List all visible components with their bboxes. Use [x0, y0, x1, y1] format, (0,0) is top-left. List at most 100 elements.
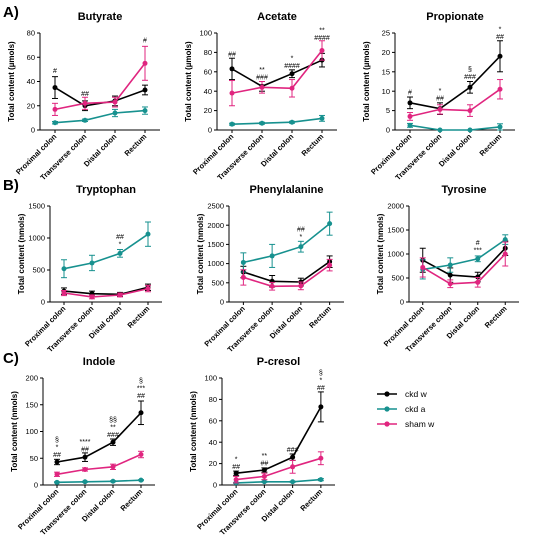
significance-mark-acetate-1-1: ### — [256, 75, 268, 82]
point-propionate-ckd-a-3 — [497, 124, 503, 130]
chart-tryptophan: Tryptophan Total content (nmols) 0 500 1000 1… — [17, 184, 162, 354]
point-acetate-ckd-w-0 — [229, 66, 235, 72]
point-tyrosine-ckd-a-2 — [475, 256, 481, 262]
point-p-cresol-sham-w-2 — [290, 464, 296, 470]
point-p-cresol-ckd-w-1 — [261, 467, 267, 473]
series-propionate-sham-w — [407, 79, 503, 121]
y-tick-label-indole-4: 200 — [25, 374, 38, 383]
point-indole-ckd-w-1 — [82, 454, 88, 460]
y-tick-label-p-cresol-2: 40 — [209, 438, 217, 447]
significance-mark-indole-0-0: § — [55, 437, 59, 444]
significance-mark-tryptophan-0-1: * — [119, 241, 122, 248]
chart-title-phenylalanine: Phenylalanine — [250, 184, 324, 196]
series-butyrate-ckd-w — [52, 76, 148, 112]
significance-mark-indole-2-0: §§ — [109, 417, 117, 424]
series-line-tryptophan-ckd-a — [63, 233, 149, 270]
chart-tyrosine: Tyrosine Total content (nmols) 0 500 1000 150… — [376, 184, 519, 354]
series-acetate-ckd-w — [229, 52, 325, 92]
y-tick-label-butyrate-4: 80 — [27, 29, 35, 38]
series-line-tyrosine-ckd-a — [422, 238, 506, 271]
series-line-acetate-ckd-a — [231, 117, 323, 125]
point-butyrate-ckd-a-0 — [52, 120, 58, 126]
chart-title-propionate: Propionate — [426, 11, 483, 23]
y-tick-label-tryptophan-3: 1500 — [28, 202, 45, 211]
series-indole-sham-w — [54, 450, 144, 477]
point-tyrosine-ckd-a-3 — [502, 237, 508, 243]
legend-label-sham-w: sham w — [405, 419, 435, 429]
significance-mark-indole-2-2: ### — [107, 432, 119, 439]
significance-p-cresol-2: ### — [287, 447, 299, 454]
significance-propionate-2: §### — [464, 66, 476, 81]
point-propionate-ckd-a-1 — [437, 127, 443, 133]
point-p-cresol-ckd-a-1 — [261, 479, 267, 485]
series-propionate-ckd-w — [407, 40, 503, 115]
series-indole-ckd-w — [54, 400, 144, 466]
y-tick-label-phenylalanine-5: 2500 — [207, 202, 224, 211]
series-tryptophan-ckd-a — [61, 221, 151, 279]
point-tryptophan-ckd-a-0 — [61, 266, 67, 272]
y-tick-label-propionate-0: 0 — [386, 126, 390, 135]
point-phenylalanine-ckd-a-2 — [298, 244, 304, 250]
series-line-p-cresol-ckd-w — [236, 406, 322, 474]
series-phenylalanine-ckd-a — [240, 211, 333, 273]
significance-indole-2: §§**### — [107, 417, 119, 439]
significance-mark-propionate-2-0: § — [468, 66, 472, 73]
panel-label-c: C) — [3, 350, 19, 367]
point-tyrosine-sham-w-2 — [475, 279, 481, 285]
significance-mark-tyrosine-0-1: *** — [474, 248, 482, 255]
y-tick-label-tryptophan-2: 1000 — [28, 234, 45, 243]
point-butyrate-sham-w-2 — [112, 99, 118, 105]
series-line-indole-sham-w — [56, 453, 142, 476]
point-p-cresol-ckd-w-2 — [290, 454, 296, 460]
series-line-butyrate-sham-w — [54, 62, 146, 111]
legend-item-ckd-a: ckd a — [377, 404, 426, 414]
significance-mark-p-cresol-2-0: ### — [287, 447, 299, 454]
series-line-acetate-sham-w — [231, 50, 323, 94]
point-indole-sham-w-1 — [82, 466, 88, 472]
significance-mark-butyrate-2-0: # — [143, 38, 147, 45]
y-tick-label-tyrosine-4: 2000 — [387, 202, 404, 211]
y-tick-label-acetate-0: 0 — [208, 126, 212, 135]
significance-butyrate-1: ## — [81, 91, 89, 98]
x-tick-label-p-cresol-3: Rectum — [298, 487, 324, 513]
point-indole-ckd-a-1 — [82, 479, 88, 485]
series-line-acetate-ckd-w — [231, 59, 323, 88]
point-acetate-sham-w-2 — [289, 85, 295, 91]
significance-indole-0: §*## — [53, 437, 61, 459]
x-tick-label-propionate-3: Rectum — [478, 132, 504, 158]
significance-indole-3: §***## — [137, 378, 145, 400]
y-tick-label-acetate-3: 60 — [204, 67, 212, 76]
point-acetate-sham-w-0 — [229, 90, 235, 96]
y-tick-label-tyrosine-3: 1500 — [387, 226, 404, 235]
significance-mark-indole-0-2: ## — [53, 452, 61, 459]
point-butyrate-sham-w-1 — [82, 100, 88, 106]
legend-marker-ckd-w — [384, 391, 390, 397]
significance-mark-indole-3-0: § — [139, 378, 143, 385]
series-tryptophan-sham-w — [61, 284, 151, 300]
point-butyrate-ckd-w-0 — [52, 85, 58, 91]
series-butyrate-sham-w — [52, 45, 148, 116]
significance-mark-acetate-0-0: ## — [228, 51, 236, 58]
significance-mark-tyrosine-0-0: # — [476, 240, 480, 247]
x-tick-label-acetate-3: Rectum — [300, 132, 326, 158]
y-tick-label-butyrate-3: 60 — [27, 53, 35, 62]
point-p-cresol-sham-w-3 — [318, 455, 324, 461]
point-tyrosine-sham-w-0 — [420, 264, 426, 270]
point-tryptophan-sham-w-3 — [145, 286, 151, 292]
series-line-phenylalanine-ckd-a — [243, 223, 331, 264]
y-tick-label-propionate-3: 15 — [382, 67, 390, 76]
point-acetate-ckd-a-3 — [319, 115, 325, 121]
point-indole-ckd-a-2 — [110, 478, 116, 484]
point-acetate-ckd-w-2 — [289, 71, 295, 77]
series-line-propionate-ckd-w — [409, 55, 501, 110]
series-p-cresol-sham-w — [233, 451, 324, 484]
significance-mark-indole-3-2: ## — [137, 393, 145, 400]
significance-acetate-2: *#### — [284, 55, 300, 70]
significance-propionate-1: *## — [436, 88, 444, 103]
point-phenylalanine-ckd-a-1 — [269, 253, 275, 259]
y-tick-label-p-cresol-1: 20 — [209, 459, 217, 468]
point-propionate-ckd-w-2 — [467, 84, 473, 90]
point-p-cresol-ckd-w-0 — [233, 470, 239, 476]
series-tyrosine-ckd-a — [419, 234, 509, 280]
